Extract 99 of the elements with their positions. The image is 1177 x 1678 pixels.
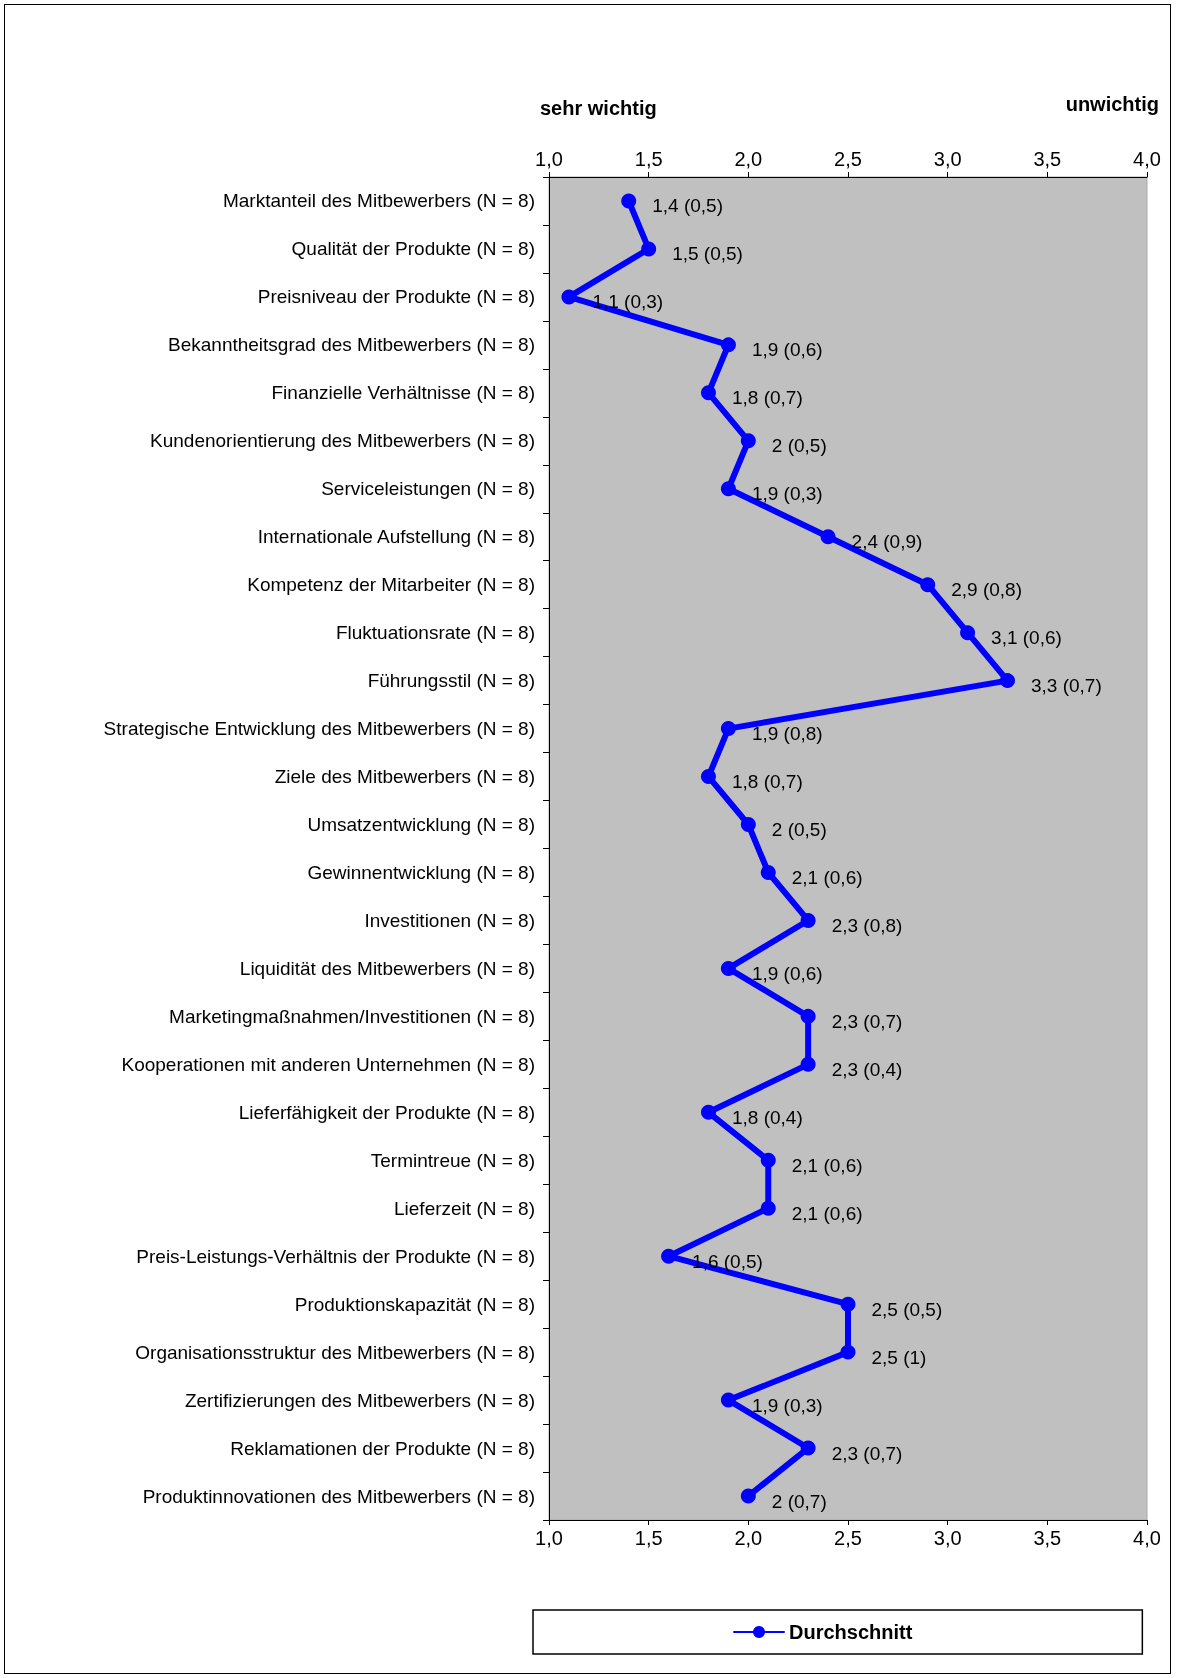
x2-tick-label: 3,0 <box>933 148 962 170</box>
x-tick-label: 2,5 <box>834 1527 862 1549</box>
x-tick-label: 4,0 <box>1133 1527 1161 1549</box>
data-label: 1,8 (0,7) <box>731 387 803 409</box>
y-tick-label: Reklamationen der Produkte (N = 8) <box>230 1437 535 1459</box>
text: unwichtig <box>1065 93 1160 115</box>
x2-tick-label: 2,5 <box>834 148 862 170</box>
x2-tick-label: 2,0 <box>734 148 763 170</box>
y-tick-label: Preisniveau der Produkte (N = 8) <box>257 286 535 308</box>
y-tick-label: Qualität der Produkte (N = 8) <box>291 238 535 260</box>
y-tick-label: Ziele des Mitbewerbers (N = 8) <box>274 766 535 788</box>
y-tick-label: Lieferzeit (N = 8) <box>394 1197 535 1219</box>
y-tick-label: Investitionen (N = 8) <box>364 909 535 931</box>
point <box>720 1392 736 1408</box>
x2-tick-label: 3,5 <box>1033 148 1062 170</box>
data-label: 1,4 (0,5) <box>652 195 723 217</box>
y-tick-label: Kooperationen mit anderen Unternehmen (N = 8) <box>121 1053 535 1075</box>
point <box>561 289 577 305</box>
text: sehr wichtig <box>540 97 657 119</box>
x-tick-label: 1,5 <box>634 1527 663 1549</box>
point <box>740 817 756 833</box>
data-label: 3,1 (0,6) <box>991 627 1062 649</box>
data-label: 1,5 (0,5) <box>672 243 743 265</box>
y-tick-label: Bekanntheitsgrad des Mitbewerbers (N = 8) <box>168 334 535 356</box>
point <box>621 193 637 209</box>
y-tick-label: Kundenorientierung des Mitbewerbers (N = 8) <box>150 430 535 452</box>
point <box>920 577 936 593</box>
y-tick-label: Zertifizierungen des Mitbewerbers (N = 8) <box>184 1389 535 1411</box>
y-tick-label: Marktanteil des Mitbewerbers (N = 8) <box>222 190 535 212</box>
point <box>800 1056 816 1072</box>
data-label: 2,3 (0,8) <box>831 914 903 936</box>
point <box>960 625 976 641</box>
data-label: 2,3 (0,7) <box>831 1010 903 1032</box>
y-tick-label: Internationale Aufstellung (N = 8) <box>257 526 535 548</box>
legend-label: Durchschnitt <box>789 1621 913 1643</box>
y-tick-label: Marketingmaßnahmen/Investitionen (N = 8) <box>169 1005 535 1027</box>
data-label: 2,5 (0,5) <box>871 1298 943 1320</box>
y-tick-label: Lieferfähigkeit der Produkte (N = 8) <box>238 1101 535 1123</box>
y-tick-label: Finanzielle Verhältnisse (N = 8) <box>271 382 535 404</box>
point <box>700 385 716 401</box>
data-label: 2,1 (0,6) <box>791 866 863 888</box>
y-tick-label: Kompetenz der Mitarbeiter (N = 8) <box>247 574 535 596</box>
x2-tick-label: 4,0 <box>1133 148 1161 170</box>
point <box>700 1104 716 1120</box>
data-label: 2,3 (0,4) <box>831 1058 903 1080</box>
y-tick-label: Fluktuationsrate (N = 8) <box>335 622 535 644</box>
x-tick-label: 2,0 <box>734 1527 763 1549</box>
y-tick-label: Produktinnovationen des Mitbewerbers (N = 8) <box>142 1485 535 1507</box>
data-label: 1,9 (0,8) <box>751 723 823 745</box>
y-tick-label: Gewinnentwicklung (N = 8) <box>307 861 535 883</box>
y-tick-label: Umsatzentwicklung (N = 8) <box>307 814 535 836</box>
y-tick-label: Liquidität des Mitbewerbers (N = 8) <box>239 957 535 979</box>
data-label: 2,5 (1) <box>871 1346 927 1368</box>
y-tick-label: Termintreue (N = 8) <box>370 1149 535 1171</box>
x-tick-label: 1,0 <box>535 1527 563 1549</box>
data-label: 1,8 (0,4) <box>731 1106 803 1128</box>
data-label: 2,9 (0,8) <box>951 579 1022 601</box>
point <box>740 1488 756 1504</box>
x2-tick-label: 1,5 <box>634 148 663 170</box>
point <box>720 337 736 353</box>
point <box>720 960 736 976</box>
data-label: 1,9 (0,6) <box>751 962 823 984</box>
point <box>800 1008 816 1024</box>
point <box>700 769 716 785</box>
x-tick-label: 3,5 <box>1033 1527 1062 1549</box>
data-label: 1,9 (0,3) <box>751 1394 823 1416</box>
data-label: 2,4 (0,9) <box>851 531 923 553</box>
y-tick-label: Strategische Entwicklung des Mitbewerbers (N = 8) <box>103 718 535 740</box>
data-label: 2 (0,5) <box>771 435 827 457</box>
y-tick-label: Preis-Leistungs-Verhältnis der Produkte (N = 8) <box>136 1245 535 1267</box>
point <box>641 241 657 257</box>
y-tick-label: Führungsstil (N = 8) <box>367 670 535 692</box>
point <box>661 1248 677 1264</box>
data-label: 1,8 (0,7) <box>731 771 803 793</box>
point <box>740 433 756 449</box>
x-tick-label: 3,0 <box>933 1527 962 1549</box>
data-label: 3,3 (0,7) <box>1030 675 1102 697</box>
point <box>820 529 836 545</box>
point <box>760 864 776 880</box>
data-label: 2,3 (0,7) <box>831 1442 903 1464</box>
point <box>840 1296 856 1312</box>
point <box>720 481 736 497</box>
point <box>760 1200 776 1216</box>
y-tick-label: Serviceleistungen (N = 8) <box>321 478 535 500</box>
x2-tick-label: 1,0 <box>535 148 563 170</box>
data-label: 2 (0,7) <box>771 1490 827 1512</box>
point <box>999 673 1015 689</box>
point <box>720 721 736 737</box>
y-tick-label: Organisationsstruktur des Mitbewerbers (N = 8) <box>135 1341 535 1363</box>
data-label: 2 (0,5) <box>771 819 827 841</box>
data-label: 1,9 (0,3) <box>751 483 823 505</box>
point <box>800 1440 816 1456</box>
point <box>760 1152 776 1168</box>
data-label: 2,1 (0,6) <box>791 1202 863 1224</box>
data-label: 1,9 (0,6) <box>751 339 823 361</box>
point <box>800 912 816 928</box>
data-label: 2,1 (0,6) <box>791 1154 863 1176</box>
point <box>840 1344 856 1360</box>
y-tick-label: Produktionskapazität (N = 8) <box>294 1293 535 1315</box>
